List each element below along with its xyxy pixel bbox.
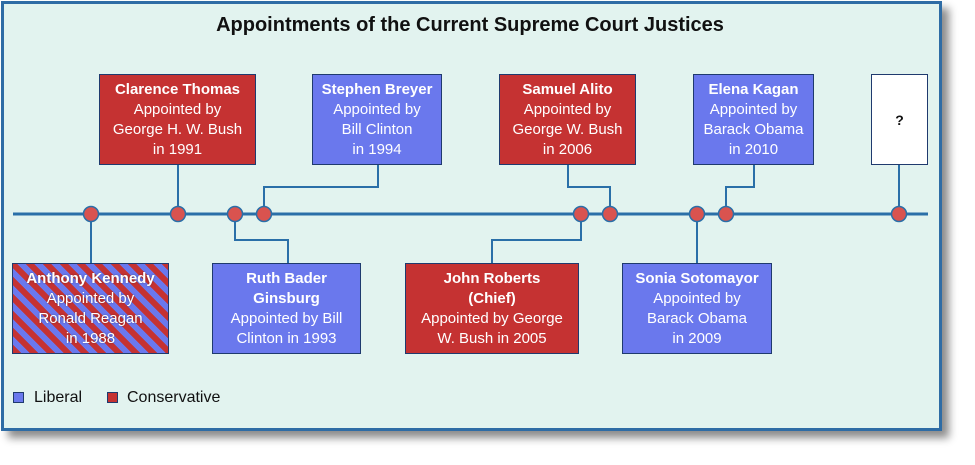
justice-box: Samuel Alito Appointed by George W. Bush in… <box>499 74 636 165</box>
appointment-text: Appointed by Bill <box>230 309 343 327</box>
appointment-text: W. Bush in 2005 <box>437 329 547 347</box>
justice-box: Ruth Bader Ginsburg Appointed by Bill Clin… <box>212 263 361 354</box>
legend-conservative-swatch <box>107 392 118 403</box>
justice-name: John Roberts (Chief) <box>443 269 541 307</box>
legend-conservative-label: Conservative <box>127 389 221 406</box>
justice-box: Sonia Sotomayor Appointed by Barack Obama i… <box>622 263 772 354</box>
justice-box: Anthony Kennedy Appointed by Ronald Reagan… <box>12 263 169 354</box>
justice-name: Ruth Bader Ginsburg <box>246 269 327 307</box>
timeline-dot <box>572 205 590 223</box>
appointment-text: in 2006 <box>542 140 593 158</box>
timeline-dot <box>890 205 908 223</box>
appointment-text: in 2009 <box>672 329 722 347</box>
justice-box: John Roberts (Chief) Appointed by George W… <box>405 263 579 354</box>
legend-liberal-label: Liberal <box>34 389 83 406</box>
appointment-text: Appointed by <box>709 100 798 118</box>
connector-line <box>491 214 582 263</box>
justice-name: Anthony Kennedy <box>26 269 155 287</box>
justice-box: Elena Kagan Appointed by Barack Obama in 20… <box>693 74 814 165</box>
connector-line <box>567 165 611 214</box>
appointment-text: Appointed by George <box>421 309 563 327</box>
appointment-text: in 1988 <box>65 329 116 347</box>
timeline-dot <box>601 205 619 223</box>
appointment-text: George H. W. Bush <box>112 120 243 138</box>
appointment-text: Barack Obama <box>703 120 804 138</box>
diagram-frame <box>1 1 942 431</box>
connector-line <box>234 214 289 263</box>
appointment-text: in 1991 <box>152 140 203 158</box>
appointment-text: in 2010 <box>728 140 779 158</box>
connector-line <box>725 165 755 214</box>
timeline-dot <box>717 205 735 223</box>
legend-liberal-swatch <box>13 392 24 403</box>
justice-name: Elena Kagan <box>708 80 799 98</box>
timeline-dot <box>255 205 273 223</box>
justice-box: ? <box>871 74 928 165</box>
diagram-title: Appointments of the Current Supreme Cour… <box>216 14 724 36</box>
appointment-text: Appointed by <box>653 289 741 307</box>
justice-box: Clarence Thomas Appointed by George H. W. … <box>99 74 256 165</box>
appointment-text: Ronald Reagan <box>38 309 143 327</box>
appointment-text: Appointed by <box>333 100 421 118</box>
justice-name: Samuel Alito <box>522 80 613 98</box>
appointment-text: Bill Clinton <box>341 120 413 138</box>
justice-name: Stephen Breyer <box>321 80 433 98</box>
appointment-text: George W. Bush <box>512 120 623 138</box>
timeline-dot <box>226 205 244 223</box>
timeline-dot <box>688 205 706 223</box>
appointment-text: Appointed by <box>523 100 612 118</box>
appointment-text: Clinton in 1993 <box>236 329 337 347</box>
appointment-text: in 1994 <box>352 140 402 158</box>
connector-line <box>263 165 379 214</box>
justice-name: Sonia Sotomayor <box>635 269 759 287</box>
appointment-text: Appointed by <box>46 289 135 307</box>
justice-name: Clarence Thomas <box>114 80 241 98</box>
appointment-text: Barack Obama <box>646 309 748 327</box>
appointment-text: Appointed by <box>133 100 222 118</box>
justice-name: ? <box>895 111 904 128</box>
timeline-dot <box>169 205 187 223</box>
timeline-dot <box>82 205 100 223</box>
justice-box: Stephen Breyer Appointed by Bill Clinton in… <box>312 74 442 165</box>
